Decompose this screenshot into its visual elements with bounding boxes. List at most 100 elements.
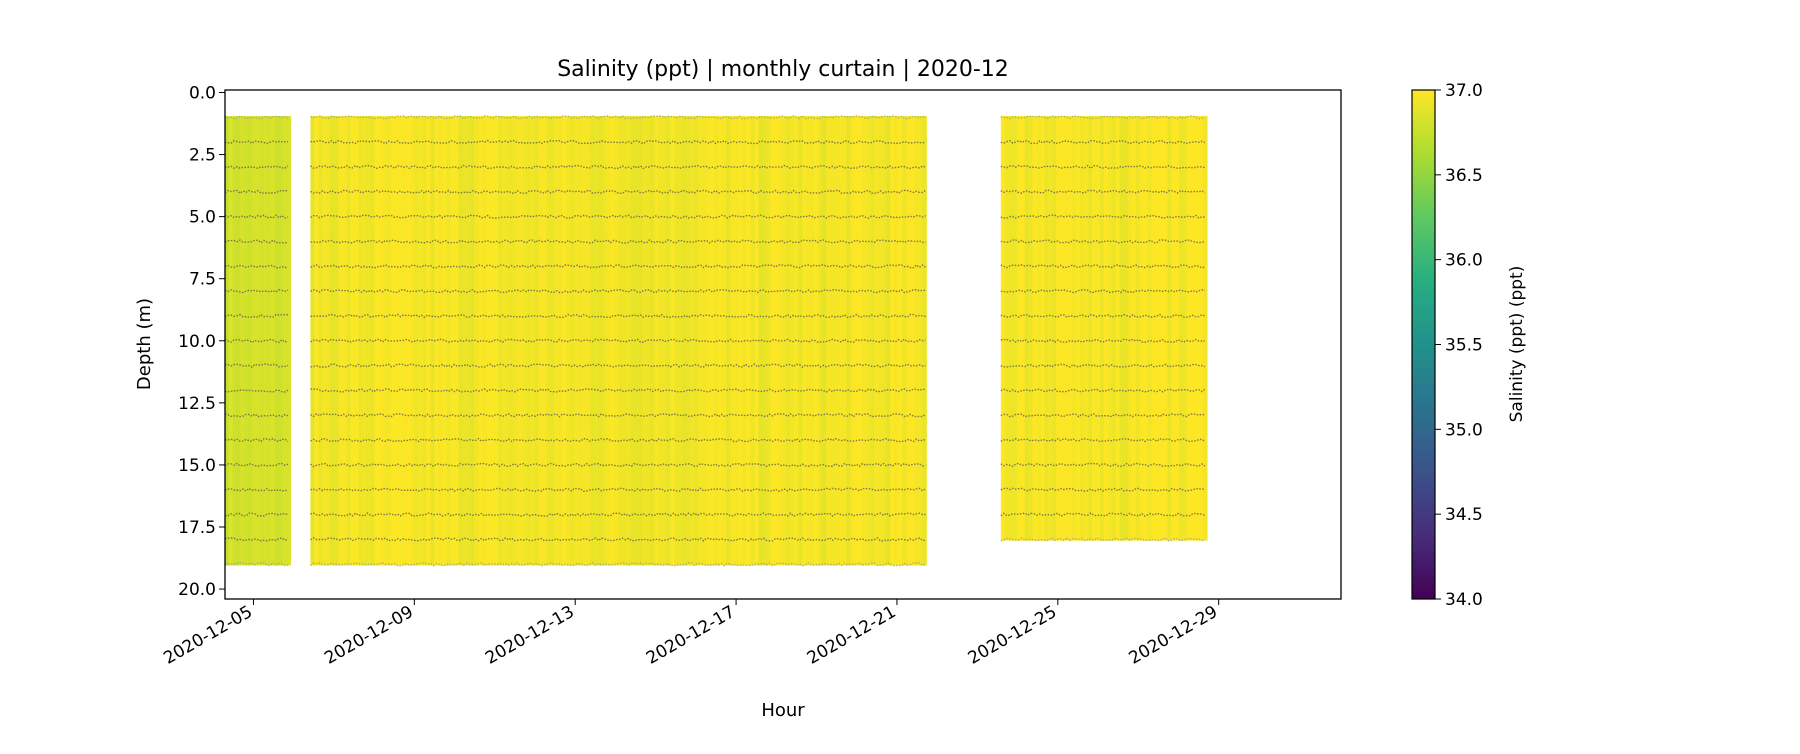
sample-depth-markers [1000, 214, 1205, 219]
salinity-cell-column [534, 116, 539, 566]
salinity-cell-column [1171, 116, 1176, 541]
salinity-cell-column [770, 116, 775, 566]
axes-frame [224, 89, 1342, 600]
salinity-cell-column [462, 116, 468, 566]
salinity-cell-column [1099, 116, 1105, 541]
salinity-cell-column [922, 116, 927, 566]
sample-depth-markers [310, 437, 926, 443]
sample-depth-markers [1000, 313, 1206, 319]
salinity-cell-column [746, 116, 751, 566]
y-tick-label: 7.5 [189, 270, 216, 290]
salinity-cell-column [1175, 116, 1180, 541]
salinity-cell-column [670, 116, 675, 566]
salinity-cell-column [678, 116, 683, 566]
salinity-cell-column [1012, 116, 1018, 541]
salinity-cell-column [326, 116, 332, 566]
salinity-cell-column [886, 116, 891, 566]
y-tick-label: 5.0 [189, 208, 216, 228]
salinity-cell-column [1060, 116, 1065, 541]
y-tick-label: 20.0 [178, 580, 216, 600]
salinity-cell-column [910, 116, 915, 566]
salinity-cell-column [874, 116, 879, 566]
salinity-cell-column [1092, 116, 1097, 541]
salinity-cell-column [422, 116, 428, 566]
salinity-cell-column [1088, 116, 1093, 541]
salinity-cell-column [794, 116, 799, 566]
sample-depth-markers [310, 412, 926, 418]
salinity-cell-column [1195, 116, 1200, 541]
colorbar-tick-label: 35.0 [1445, 420, 1483, 440]
salinity-cell-column [614, 116, 619, 566]
sample-depth-markers [310, 363, 926, 368]
salinity-cell-column [232, 116, 238, 566]
sample-depth-markers [310, 114, 926, 120]
salinity-cell-column [1052, 116, 1057, 541]
sample-depth-markers [1000, 189, 1206, 194]
y-tick-label: 10.0 [178, 332, 216, 352]
salinity-cell-column [766, 116, 771, 566]
salinity-cell-column [1084, 116, 1089, 541]
colorbar-tick-label: 36.5 [1445, 166, 1483, 186]
sample-depth-markers [310, 462, 926, 468]
salinity-cell-column [682, 116, 687, 566]
salinity-cell-column [1187, 116, 1192, 541]
salinity-cell-column [225, 116, 230, 566]
salinity-cell-column [1024, 116, 1030, 541]
salinity-cell-column [494, 116, 500, 566]
sample-depth-markers [310, 487, 926, 492]
colorbar-tick-label: 36.0 [1445, 251, 1483, 271]
salinity-cell-column [1008, 116, 1014, 541]
colorbar-tick-label: 34.0 [1445, 590, 1483, 610]
salinity-cell-column [830, 116, 835, 566]
salinity-cell-column [594, 116, 599, 566]
salinity-cell-column [490, 116, 496, 566]
salinity-cell-column [434, 116, 440, 566]
salinity-cell-column [1056, 116, 1061, 541]
y-tick-label: 12.5 [178, 394, 216, 414]
salinity-cell-column [778, 116, 783, 566]
sample-depth-markers [224, 413, 289, 418]
sample-depth-markers [310, 214, 926, 219]
salinity-cell-column [1040, 116, 1046, 541]
sample-depth-markers [224, 165, 289, 170]
salinity-cell-column [622, 116, 627, 566]
sample-depth-markers [1000, 139, 1206, 145]
salinity-cell-column [402, 116, 408, 566]
salinity-cell-column [850, 116, 855, 566]
sample-depth-markers [224, 189, 289, 195]
salinity-cell-column [251, 116, 257, 566]
salinity-cell-column [866, 116, 871, 566]
salinity-cell-column [338, 116, 344, 566]
data-segment [1000, 115, 1208, 542]
salinity-cell-column [566, 116, 571, 566]
salinity-cell-column [1159, 116, 1164, 541]
salinity-cell-column [430, 116, 436, 566]
salinity-cell-column [1183, 116, 1188, 541]
sample-depth-markers [1000, 462, 1206, 468]
salinity-cell-column [1044, 116, 1050, 541]
x-tick-label: 2020-12-21 [804, 602, 900, 669]
salinity-cell-column [322, 116, 328, 566]
salinity-cell-column [814, 116, 819, 566]
salinity-cell-column [1036, 116, 1042, 541]
colorbar [1411, 89, 1436, 600]
salinity-cell-column [310, 116, 316, 566]
sample-depth-markers [1000, 264, 1205, 269]
salinity-cell-column [263, 116, 268, 566]
salinity-cell-column [698, 116, 703, 566]
sample-depth-markers [1000, 239, 1206, 244]
salinity-cell-column [798, 116, 803, 566]
sample-depth-markers [310, 189, 926, 195]
salinity-cell-column [446, 116, 452, 566]
salinity-cell-column [1103, 116, 1109, 541]
sample-depth-markers [224, 264, 289, 269]
sample-depth-markers [224, 437, 289, 443]
salinity-cell-column [858, 116, 863, 566]
x-tick-label: 2020-12-05 [160, 602, 256, 669]
salinity-cell-column [255, 116, 261, 566]
sample-depth-markers [224, 512, 289, 517]
sample-depth-markers [1000, 338, 1205, 344]
salinity-cell-column [1167, 116, 1172, 541]
salinity-cell-column [818, 116, 823, 566]
